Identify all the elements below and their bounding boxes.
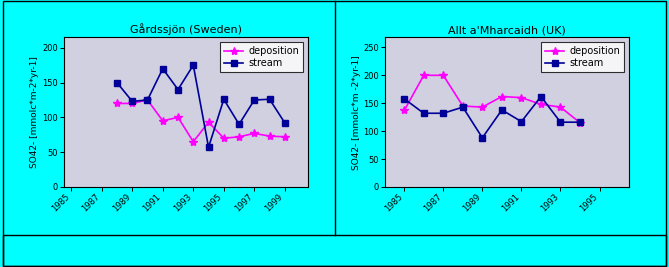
Text: Fig. 2 .Sulphate input and output fluxes - Norwegian, Swedish, Czech and UK catc: Fig. 2 .Sulphate input and output fluxes… [69, 247, 600, 257]
Y-axis label: SO42- [mmolc*m-2*yr-1]: SO42- [mmolc*m-2*yr-1] [31, 56, 39, 168]
Title: Allt a'Mharcaidh (UK): Allt a'Mharcaidh (UK) [448, 25, 566, 35]
X-axis label: hydrol. year (April-March): hydrol. year (April-March) [128, 239, 244, 248]
Title: Gårdssjön (Sweden): Gårdssjön (Sweden) [130, 23, 242, 35]
X-axis label: year: year [496, 239, 517, 248]
Legend: deposition, stream: deposition, stream [220, 42, 303, 72]
Y-axis label: SO42- [mmolc*m -2*yr-1]: SO42- [mmolc*m -2*yr-1] [352, 55, 361, 170]
Legend: deposition, stream: deposition, stream [541, 42, 624, 72]
